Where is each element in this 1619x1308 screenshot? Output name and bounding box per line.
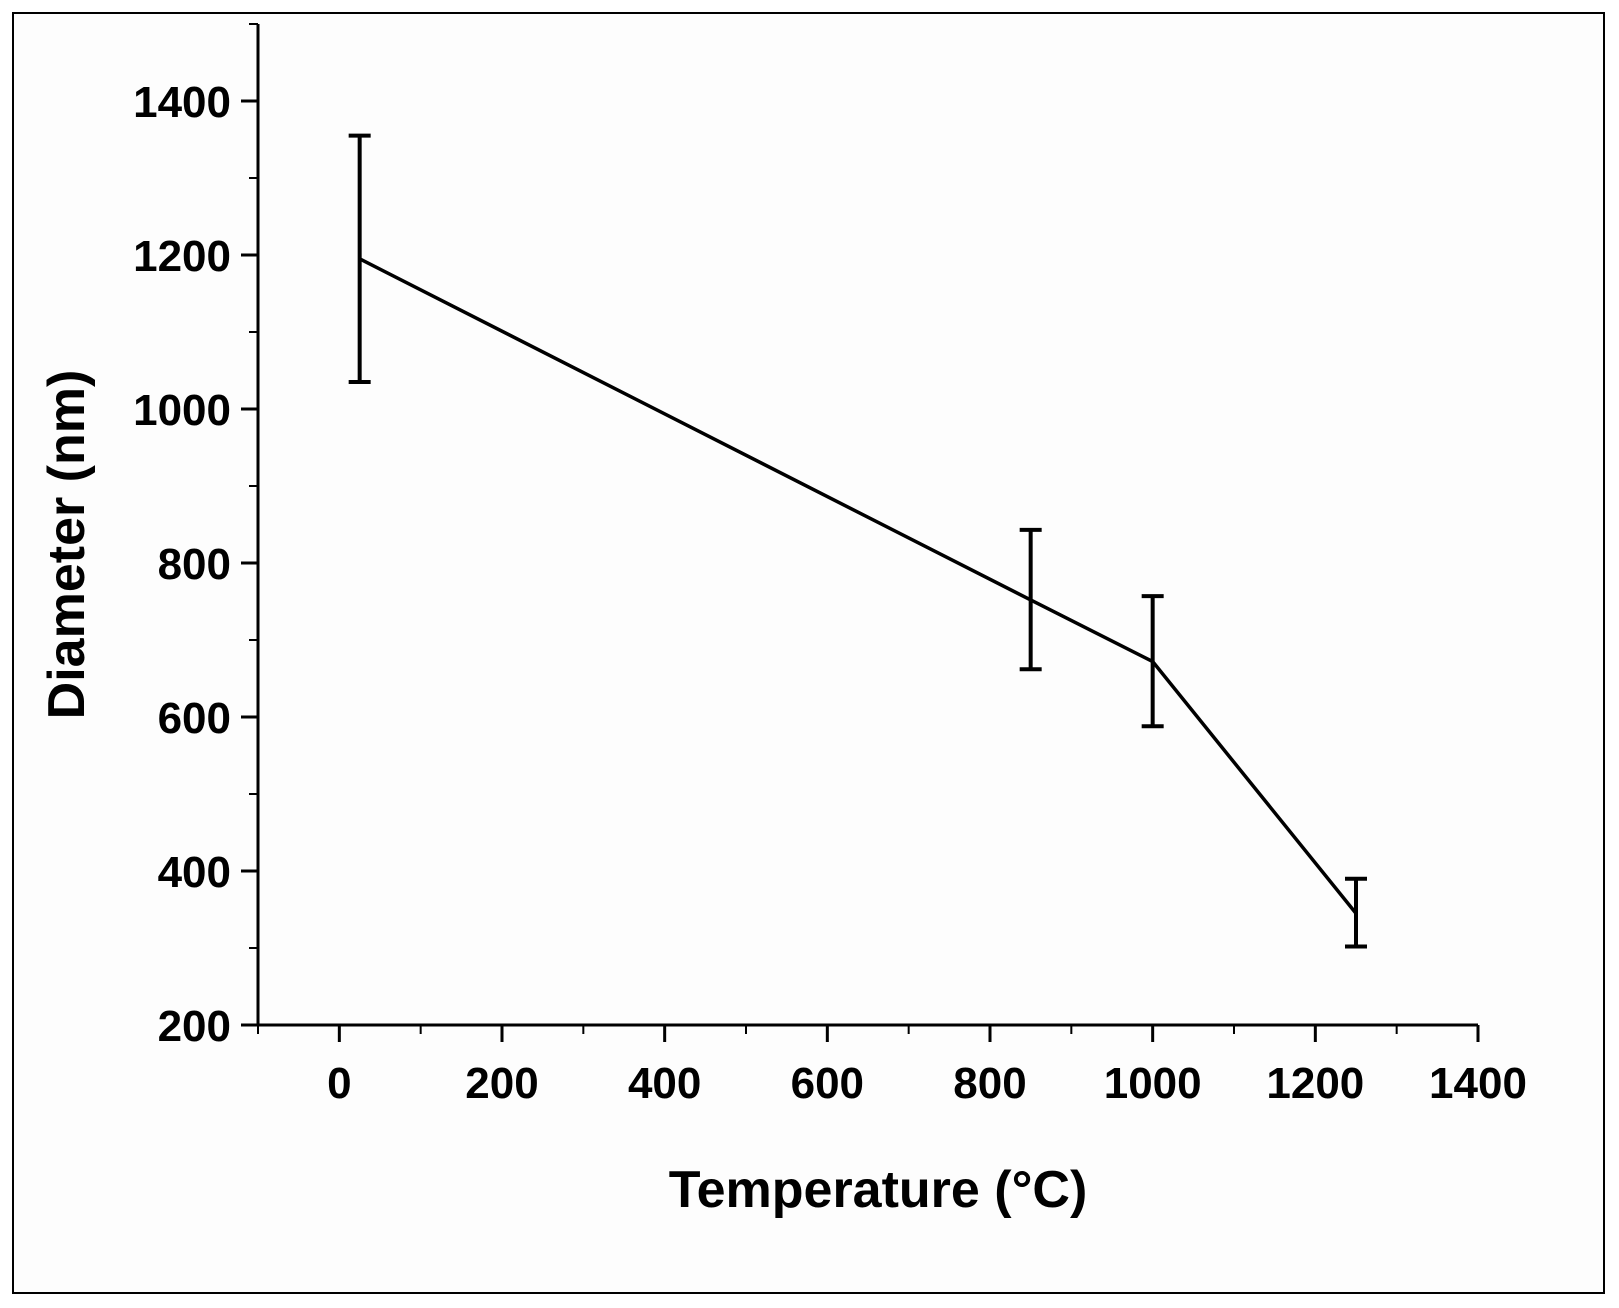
y-tick-label: 600 <box>158 694 231 743</box>
y-tick-label: 400 <box>158 848 231 897</box>
data-point <box>348 133 371 385</box>
x-tick-label: 800 <box>953 1059 1026 1108</box>
y-tick-label: 1000 <box>133 386 231 435</box>
x-tick-label: 0 <box>327 1059 351 1108</box>
y-tick-label: 1400 <box>133 78 231 127</box>
y-tick-label: 200 <box>158 1002 231 1051</box>
ticks <box>241 23 1480 1042</box>
y-tick-label: 1200 <box>133 232 231 281</box>
y-axis-title: Diameter (nm) <box>38 370 96 720</box>
x-tick-label: 1400 <box>1429 1059 1527 1108</box>
series-layer <box>348 133 1367 949</box>
tick-labels: 0 200 400 600 800 1000 1200 1400 200 400 600 800 100… <box>133 78 1527 1108</box>
x-tick-label: 200 <box>465 1059 538 1108</box>
series-line <box>358 257 1358 915</box>
x-axis-title: Temperature (°C) <box>669 1161 1088 1219</box>
x-tick-label: 400 <box>628 1059 701 1108</box>
figure-frame: 0 200 400 600 800 1000 1200 1400 200 400 600 800 100… <box>12 12 1605 1294</box>
y-tick-label: 800 <box>158 540 231 589</box>
data-point <box>1019 527 1042 672</box>
axes <box>256 24 1478 1027</box>
x-tick-label: 1200 <box>1266 1059 1364 1108</box>
diameter-vs-temperature-chart: 0 200 400 600 800 1000 1200 1400 200 400 600 800 100… <box>38 23 1527 1219</box>
data-point <box>1141 594 1164 729</box>
x-tick-label: 1000 <box>1104 1059 1202 1108</box>
x-tick-label: 600 <box>791 1059 864 1108</box>
data-point <box>1345 876 1367 949</box>
